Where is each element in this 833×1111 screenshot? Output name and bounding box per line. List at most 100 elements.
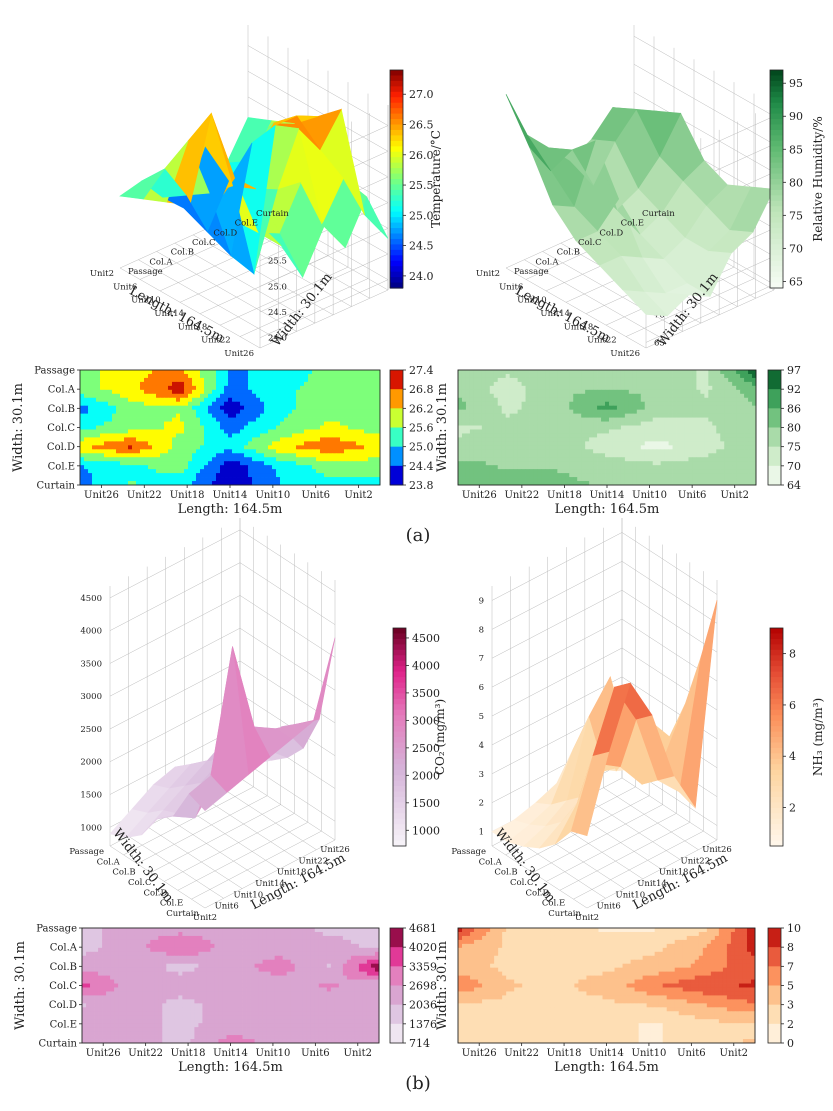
heatmap-cell [561,437,566,442]
heatmap-cell [188,437,193,442]
heatmap-cell [561,385,566,391]
heatmap-cell [316,413,321,418]
heatmap-cell [624,449,630,454]
heatmap-cell [692,393,697,399]
heatmap-cell [332,449,337,454]
heatmap-cell [740,421,745,426]
colorbar-segment [390,97,403,104]
heatmap-cell [188,385,193,391]
heatmap-cell [485,405,491,411]
heatmap-cell [549,373,554,379]
heatmap-cell [292,425,297,430]
heatmap-cell [272,473,277,478]
heatmap-cell [680,477,685,482]
heatmap-cell [256,437,261,442]
colorbar-segment [390,238,403,245]
heatmap-cell [632,457,638,462]
heatmap-cell [108,373,113,379]
heatmap-cell [324,413,329,418]
heatmap-cell [364,453,369,458]
heatmap-cell [589,401,594,407]
colorbar-segment [390,277,403,284]
heatmap-cell [458,477,463,482]
heatmap-cell [700,481,705,486]
heatmap-cell [88,481,93,486]
heatmap-cell [360,465,365,470]
heatmap-cell [364,469,369,474]
heatmap-cell [152,425,157,430]
heatmap-cell [736,370,741,375]
grid-line [239,759,336,822]
heatmap-cell [184,373,189,379]
heatmap-cell [348,413,353,418]
heatmap-cell [360,445,365,450]
heatmap-cell [461,481,467,486]
heatmap-cell [545,457,550,462]
heatmap-cell [744,477,749,482]
heatmap-cell [268,409,273,415]
heatmap-cell [624,445,630,450]
heatmap-cell [256,473,261,478]
heatmap-cell [308,413,313,418]
heatmap-cell [160,393,165,399]
heatmap-cell [752,373,757,379]
heatmap-cell [744,413,749,418]
heatmap-cell [268,425,273,430]
heatmap-cell [585,401,590,407]
heatmap-cell [208,433,213,438]
heatmap-cell [565,449,570,454]
heatmap-cell [96,449,101,454]
heatmap-cell [569,425,574,430]
heatmap-cell [144,381,149,387]
heatmap-cell [280,385,285,391]
heatmap-cell [116,381,121,387]
x-tick-label: Unit22 [299,856,329,866]
heatmap-cell [672,373,677,379]
heatmap-cell [716,477,721,482]
heatmap-cell [180,373,185,379]
heatmap-cell [700,457,705,462]
heatmap-cell [720,421,725,426]
heatmap-cell [348,437,353,442]
heatmap-cell [228,377,233,383]
heatmap-cell [112,370,117,375]
y-tick-label: Col.D [47,442,75,453]
heatmap-cell [660,425,666,430]
heatmap-cell [688,401,693,407]
heatmap-cell [469,409,475,415]
heatmap-cell [648,473,654,478]
heatmap-cell [680,413,685,418]
heatmap-cell [92,481,97,486]
heatmap-cell [84,453,89,458]
heatmap-cell [352,397,357,403]
heatmap-cell [736,445,741,450]
heatmap-cell [565,377,570,383]
heatmap-cell [332,433,337,438]
heatmap-cell [517,461,522,466]
heatmap-cell [228,441,233,446]
heatmap-cell [648,437,654,442]
heatmap-cell [276,429,281,434]
heatmap-cell [364,449,369,454]
heatmap-cell [728,385,733,391]
heatmap-cell [196,397,201,403]
heatmap-cell [336,409,341,415]
colorbar-tick-label: 75 [787,441,801,454]
heatmap-cell [300,381,305,387]
heatmap-cell [316,433,321,438]
heatmap-cell [152,449,157,454]
heatmap-cell [248,429,253,434]
grid-line [559,822,690,891]
heatmap-cell [356,433,361,438]
colorbar-segment [390,162,403,169]
z-tick-label: 1500 [80,790,102,800]
heatmap-cell [236,417,241,422]
heatmap-cell [589,441,594,446]
heatmap-cell [509,429,515,434]
heatmap-cell [160,401,165,407]
heatmap-cell [676,469,681,474]
heatmap-cell [461,433,467,438]
heatmap-cell [300,461,305,466]
heatmap-cell [268,453,273,458]
heatmap-cell [348,433,353,438]
